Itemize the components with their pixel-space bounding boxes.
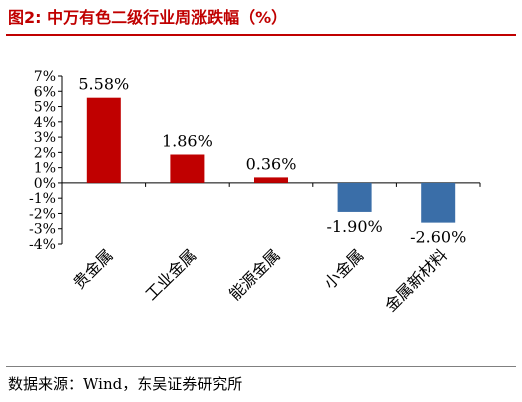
bar	[421, 182, 456, 223]
y-tick-label: 7%	[34, 69, 56, 85]
category-label: 金属新材料	[381, 245, 451, 315]
source-rule	[6, 366, 516, 367]
bar	[337, 182, 372, 212]
bar-chart: 7%6%5%4%3%2%1%0%-1%-2%-3%-4% 5.58% 贵金属 1.86…	[29, 69, 481, 315]
data-label: -2.60%	[410, 228, 466, 247]
category-label: 贵金属	[69, 245, 116, 292]
y-tick-label: 4%	[34, 115, 56, 131]
y-tick-label: -3%	[29, 222, 56, 238]
figure-title: 图2: 中万有色二级行业周涨跌幅（%）	[8, 8, 288, 27]
bar	[170, 154, 205, 183]
y-tick-label: 5%	[34, 100, 56, 116]
data-label: 0.36%	[246, 154, 297, 173]
y-tick-label: 0%	[34, 176, 56, 192]
bar	[86, 97, 121, 183]
category-label: 能源金属	[225, 245, 284, 304]
y-tick-label: 1%	[34, 161, 56, 177]
category-label: 小金属	[320, 245, 367, 292]
y-tick-label: -2%	[29, 206, 56, 222]
bar	[254, 177, 288, 183]
y-tick-label: 3%	[34, 130, 56, 146]
data-label: -1.90%	[326, 217, 382, 236]
data-label: 1.86%	[162, 132, 213, 151]
y-tick-label: -1%	[29, 191, 56, 207]
y-tick-label: 2%	[34, 145, 56, 161]
category-label: 工业金属	[142, 245, 201, 304]
y-tick-label: 6%	[34, 84, 56, 100]
source-note: 数据来源：Wind，东吴证券研究所	[8, 375, 243, 393]
y-tick-label: -4%	[29, 237, 56, 253]
data-label: 5.58%	[78, 75, 129, 94]
title-rule	[6, 34, 516, 36]
